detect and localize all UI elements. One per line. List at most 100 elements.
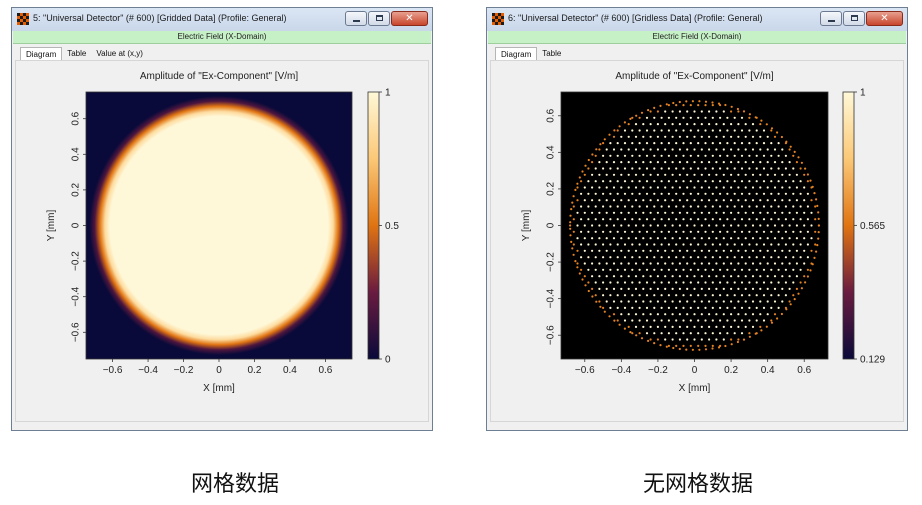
sample-point [704, 230, 707, 233]
sample-point [744, 249, 747, 252]
sample-point [678, 123, 681, 126]
amplitude-plot-gridless[interactable]: Amplitude of "Ex-Component" [V/m] −0.6 −0.… [491, 61, 905, 423]
sample-point [620, 148, 623, 151]
sample-point [730, 123, 733, 126]
sample-point [616, 192, 619, 195]
tab-diagram[interactable]: Diagram [20, 47, 63, 60]
maximize-button[interactable] [843, 11, 865, 26]
sample-point [656, 300, 659, 303]
tab-diagram[interactable]: Diagram [495, 47, 538, 60]
sample-point [693, 313, 696, 316]
sample-point [693, 211, 696, 214]
sample-point [576, 224, 579, 227]
edge-point [635, 114, 638, 117]
edge-point [672, 346, 675, 350]
sample-point [671, 249, 674, 252]
sample-point [730, 211, 733, 214]
sample-point [671, 338, 674, 341]
sample-point [660, 294, 663, 297]
x-tick-label: −0.4 [611, 365, 631, 376]
sample-point [784, 294, 787, 297]
sample-point [792, 154, 795, 157]
sample-point [689, 116, 692, 119]
close-button[interactable]: ✕ [866, 11, 903, 26]
sample-point [744, 325, 747, 328]
sample-point [645, 306, 649, 309]
tab-table[interactable]: Table [542, 49, 562, 58]
sample-point [770, 180, 773, 183]
sample-point [660, 154, 663, 157]
sample-point [704, 268, 707, 271]
sample-point [762, 218, 766, 221]
sample-point [649, 135, 652, 138]
sample-point [726, 306, 729, 309]
sample-point [766, 237, 769, 240]
sample-point [689, 294, 692, 297]
minimize-button[interactable] [820, 11, 842, 26]
sample-point [627, 300, 630, 303]
sample-point [656, 173, 659, 176]
sample-point [682, 268, 685, 271]
sample-point [612, 237, 616, 240]
sample-point [660, 192, 663, 195]
edge-point [618, 125, 621, 128]
sample-point [653, 205, 656, 208]
sample-point [792, 294, 795, 297]
sample-point [656, 262, 659, 265]
sample-point [762, 154, 766, 157]
sample-point [733, 154, 736, 157]
sample-point [806, 243, 809, 246]
sample-point [784, 230, 787, 233]
sample-point [704, 344, 707, 347]
sample-point [631, 218, 634, 221]
edge-point [584, 284, 587, 287]
sample-point [737, 262, 740, 265]
edge-point [570, 208, 573, 211]
sample-point [704, 256, 707, 259]
close-button[interactable]: ✕ [391, 11, 428, 26]
edge-point [780, 312, 783, 316]
sample-point [638, 294, 641, 297]
amplitude-plot-gridded[interactable]: Amplitude of "Ex-Component" [V/m] −0.6 −0.… [16, 61, 430, 423]
sample-point [598, 186, 601, 189]
tab-table[interactable]: Table [67, 49, 87, 58]
sample-point [616, 268, 619, 271]
sample-point [572, 218, 575, 221]
tab-value-at-xy[interactable]: Value at (x,y) [96, 49, 143, 58]
minimize-button[interactable] [345, 11, 367, 26]
sample-point [700, 148, 703, 151]
sample-point [664, 110, 667, 113]
sample-point [704, 104, 707, 107]
sample-point [594, 243, 597, 246]
maximize-button[interactable] [368, 11, 390, 26]
sample-point [631, 116, 634, 119]
sample-point [744, 224, 747, 227]
sample-point [693, 338, 696, 341]
caption-gridless: 无网格数据 [642, 472, 753, 497]
sample-point [773, 199, 777, 202]
sample-point [788, 262, 791, 265]
sample-point [792, 243, 795, 246]
sample-point [733, 281, 736, 284]
sample-point [612, 135, 616, 138]
title-bar[interactable]: 5: "Universal Detector" (# 600) [Gridded… [12, 8, 432, 31]
sample-point [642, 173, 645, 176]
edge-point [647, 109, 650, 112]
sample-point [671, 224, 674, 227]
sample-point [689, 268, 692, 271]
sample-point [689, 154, 692, 157]
edge-point [608, 315, 611, 318]
sample-point [733, 256, 736, 259]
y-tick-label: −0.4 [546, 288, 557, 308]
sample-point [792, 192, 795, 195]
sample-point [795, 249, 798, 252]
sample-point [759, 173, 762, 176]
edge-point [569, 234, 572, 237]
title-bar[interactable]: 6: "Universal Detector" (# 600) [Gridles… [487, 8, 907, 31]
sample-point [784, 218, 787, 221]
sample-point [766, 313, 769, 316]
sample-point [623, 256, 627, 259]
sample-point [748, 256, 751, 259]
sample-point [591, 237, 594, 240]
sample-point [620, 300, 623, 303]
